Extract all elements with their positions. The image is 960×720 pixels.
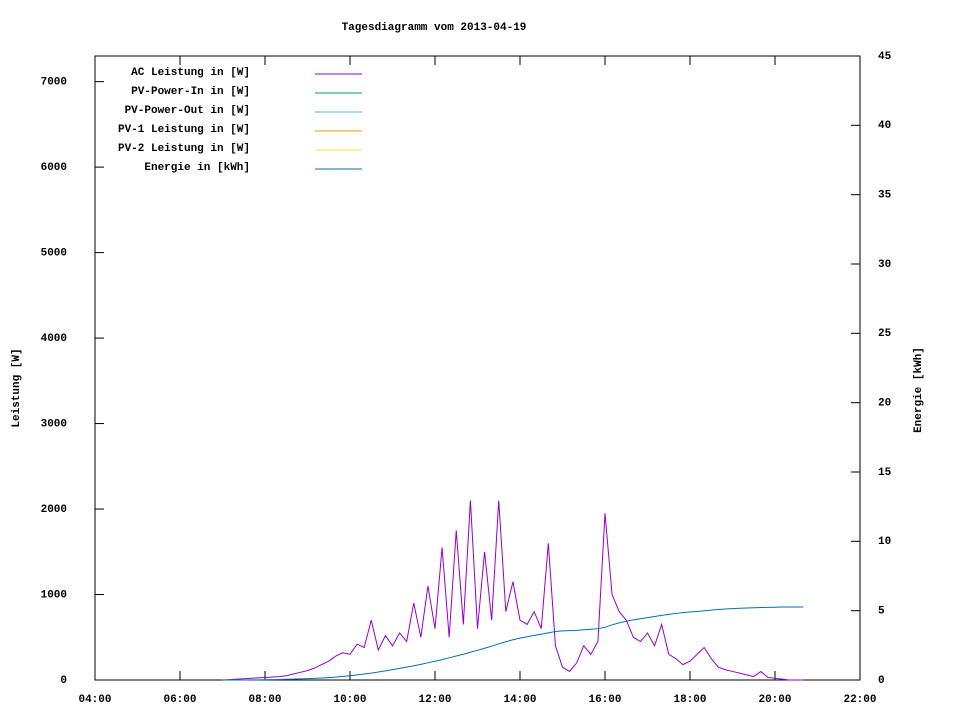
y2-axis-label: Energie [kWh] <box>913 347 925 433</box>
y-tick-label: 3000 <box>41 418 67 430</box>
x-tick-label: 04:00 <box>78 694 111 706</box>
y-tick-label: 6000 <box>41 162 67 174</box>
y2-tick-label: 10 <box>878 536 891 548</box>
y-tick-label: 1000 <box>41 589 67 601</box>
y2-tick-label: 35 <box>878 190 892 202</box>
x-tick-label: 14:00 <box>503 694 536 706</box>
y2-tick-label: 15 <box>878 467 892 479</box>
y-tick-label: 2000 <box>41 504 67 516</box>
y2-tick-label: 0 <box>878 675 885 687</box>
series-line <box>222 500 804 681</box>
y2-tick-label: 5 <box>878 606 885 618</box>
legend-label: PV-1 Leistung in [W] <box>118 124 250 136</box>
x-tick-label: 22:00 <box>843 694 876 706</box>
x-tick-label: 06:00 <box>163 694 196 706</box>
series-line <box>222 606 804 681</box>
y2-tick-label: 25 <box>878 328 892 340</box>
legend-label: AC Leistung in [W] <box>131 67 250 79</box>
legend-label: PV-Power-Out in [W] <box>125 105 250 117</box>
x-tick-label: 20:00 <box>758 694 791 706</box>
legend-label: Energie in [kWh] <box>144 162 250 174</box>
x-tick-label: 16:00 <box>588 694 621 706</box>
x-tick-label: 12:00 <box>418 694 451 706</box>
x-tick-label: 10:00 <box>333 694 366 706</box>
y2-tick-label: 40 <box>878 120 891 132</box>
y-tick-label: 7000 <box>41 77 67 89</box>
x-tick-label: 08:00 <box>248 694 281 706</box>
y2-tick-label: 45 <box>878 51 892 63</box>
legend-label: PV-Power-In in [W] <box>131 86 250 98</box>
y-tick-label: 5000 <box>41 248 67 260</box>
plot-frame <box>94 55 861 681</box>
y2-tick-label: 30 <box>878 259 891 271</box>
y-tick-label: 4000 <box>41 333 67 345</box>
y-axis-label: Leistung [W] <box>11 348 23 427</box>
legend-label: PV-2 Leistung in [W] <box>118 143 250 155</box>
y2-tick-label: 20 <box>878 398 891 410</box>
x-tick-label: 18:00 <box>673 694 706 706</box>
y-tick-label: 0 <box>60 675 67 687</box>
chart-title: Tagesdiagramm vom 2013-04-19 <box>342 22 527 34</box>
